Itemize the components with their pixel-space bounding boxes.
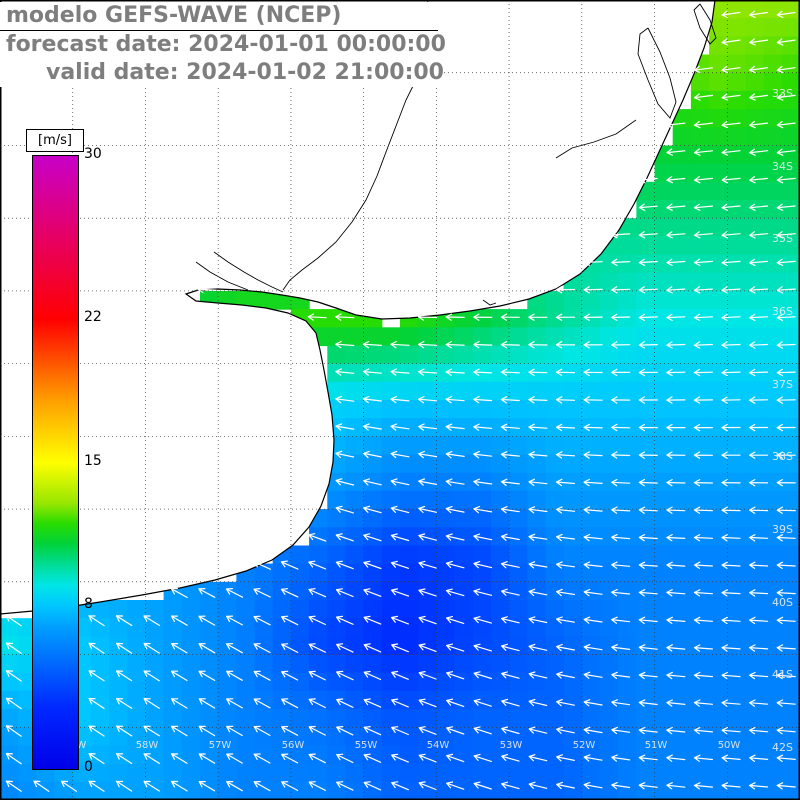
- lat-label: 40S: [772, 596, 793, 609]
- lat-label: 39S: [772, 523, 793, 536]
- lon-label: 56W: [282, 740, 305, 751]
- colorbar-tick-label: 15: [84, 453, 102, 469]
- colorbar-unit-label: [m/s]: [26, 129, 84, 152]
- lon-label: 53W: [500, 740, 523, 751]
- forecast-date-line: forecast date: 2024-01-01 00:00:00: [6, 32, 446, 57]
- colorbar-tick-label: 8: [84, 596, 93, 612]
- lat-label: 33S: [772, 87, 793, 100]
- lat-label: 41S: [772, 668, 793, 681]
- lat-label: 37S: [772, 378, 793, 391]
- lat-label: 36S: [772, 305, 793, 318]
- colorbar-tick-label: 0: [84, 759, 93, 775]
- lon-label: 54W: [427, 740, 450, 751]
- lon-label: 55W: [355, 740, 378, 751]
- colorbar-tick-label: 22: [84, 309, 102, 325]
- lat-label: 42S: [772, 741, 793, 754]
- colorbar-gradient: [32, 155, 79, 770]
- title-block: modelo GEFS-WAVE (NCEP) forecast date: 2…: [0, 2, 446, 87]
- lon-label: 51W: [645, 740, 668, 751]
- valid-date-line: valid date: 2024-01-02 21:00:00: [46, 60, 444, 85]
- lon-label: 57W: [209, 740, 232, 751]
- lat-label: 35S: [772, 232, 793, 245]
- lat-label: 34S: [772, 160, 793, 173]
- geo-labels: 33S34S35S36S37S38S39S40S41S42S59W58W57W5…: [64, 87, 793, 754]
- lon-label: 50W: [718, 740, 741, 751]
- lon-label: 52W: [573, 740, 596, 751]
- colorbar-tick-label: 30: [84, 146, 102, 162]
- lon-label: 58W: [136, 740, 159, 751]
- lat-label: 38S: [772, 450, 793, 463]
- wind-arrows: [5, 10, 796, 792]
- model-title: modelo GEFS-WAVE (NCEP): [0, 2, 438, 31]
